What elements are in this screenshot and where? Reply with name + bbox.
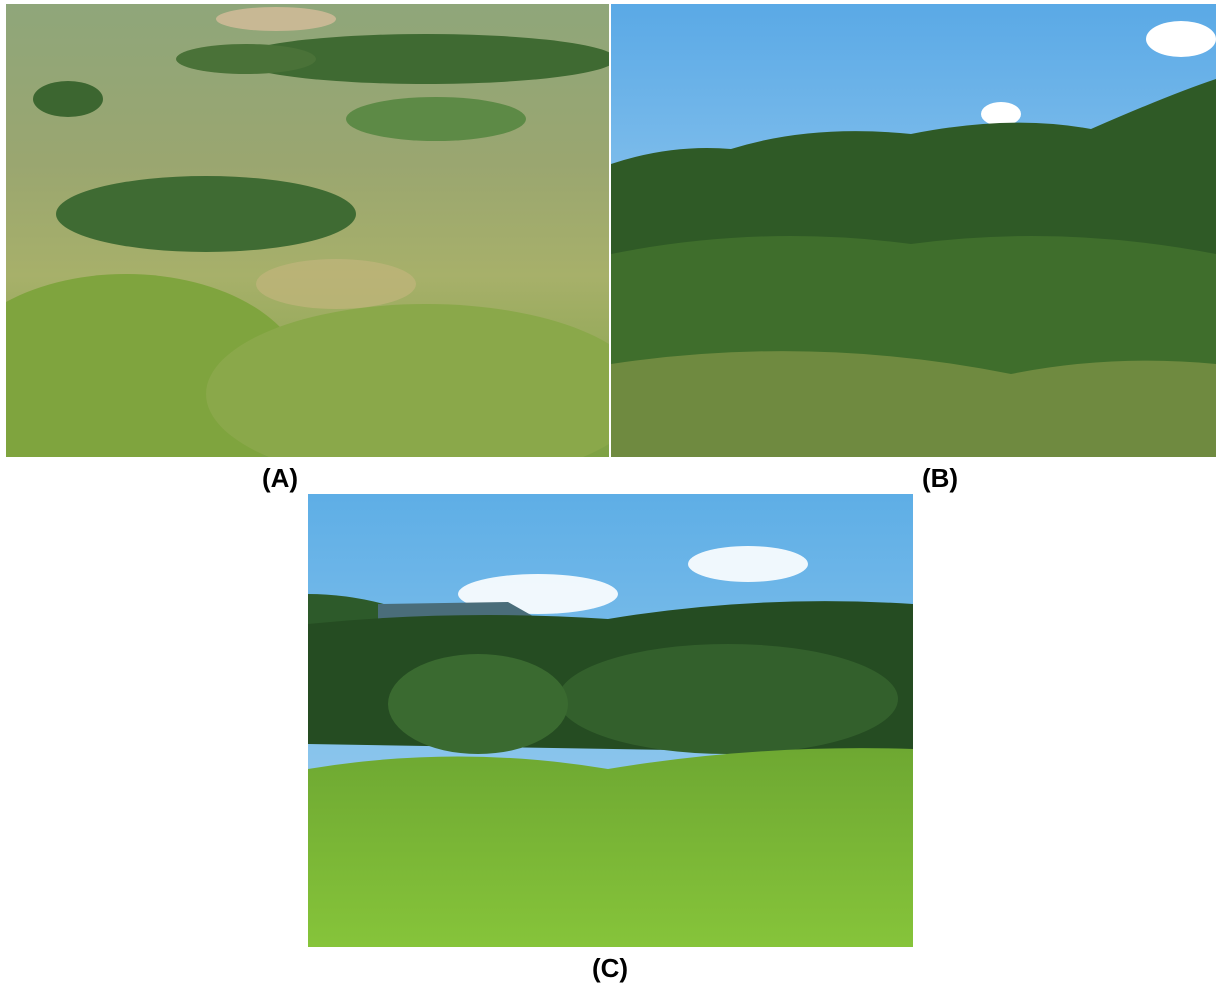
shrub [388,654,568,754]
page: {"panels": [{"label": "(A)"}, {"label": … [0,0,1216,986]
grass [308,748,913,947]
panel-label: (A) [262,463,298,494]
figure: (A) (B) (C) (() => { const data = JSON.p… [0,0,1216,986]
shrub [176,44,316,74]
shrub [346,97,526,141]
cloud [688,546,808,582]
sand-patch [216,7,336,31]
photo-a [6,4,609,457]
shrub [558,644,898,754]
panel-label: (B) [922,463,958,494]
cloud [1146,21,1216,57]
shrub [56,176,356,252]
photo-b [611,4,1216,457]
cloud [981,102,1021,126]
photo-c [308,494,913,947]
dry-grass [256,259,416,309]
shrub [33,81,103,117]
panel-label: (C) [592,953,628,984]
grass [611,351,1216,457]
